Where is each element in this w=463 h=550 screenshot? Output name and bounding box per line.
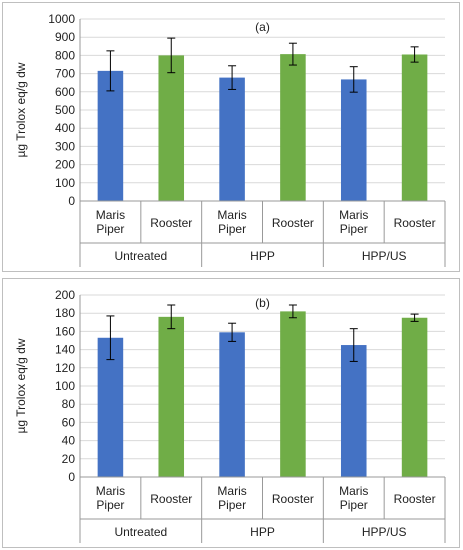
chart-b-category-label-line: Rooster bbox=[150, 492, 192, 506]
chart-a-ytick-label: 500 bbox=[55, 103, 75, 117]
chart-a-bar bbox=[97, 70, 124, 202]
chart-b-category-label-line: Maris bbox=[217, 484, 246, 498]
chart-a-svg: 0 100 200 300 400 500 600 700 800 900 1000 µg Trolo… bbox=[14, 12, 446, 267]
chart-a-ytick-label: 400 bbox=[55, 121, 75, 135]
chart-a-bar bbox=[158, 55, 185, 202]
chart-a-category-label-line: Piper bbox=[218, 222, 246, 236]
chart-a-category-label-line: Rooster bbox=[272, 216, 314, 230]
chart-a-bar bbox=[401, 54, 428, 201]
chart-a-category-label: Rooster bbox=[272, 216, 314, 230]
chart-a-bar bbox=[340, 79, 367, 201]
chart-b-ylabel: µg Trolox eq/g dw bbox=[14, 338, 28, 433]
chart-b-bar bbox=[401, 317, 428, 477]
chart-a-category-label: Rooster bbox=[150, 216, 192, 230]
chart-b-category-label: Rooster bbox=[394, 492, 436, 506]
chart-b-group-label: Untreated bbox=[114, 525, 167, 539]
chart-a-category-label-line: Piper bbox=[96, 222, 124, 236]
chart-b-ytick-label: 80 bbox=[62, 397, 76, 411]
chart-a-category-label-line: Piper bbox=[340, 222, 368, 236]
chart-b-ytick-label: 40 bbox=[62, 434, 76, 448]
chart-b-annotation: (b) bbox=[255, 296, 270, 310]
chart-a-bar bbox=[280, 54, 306, 201]
chart-b-category-label-line: Maris bbox=[96, 484, 125, 498]
chart-b-bar bbox=[158, 316, 185, 477]
chart-a-annotation: (a) bbox=[255, 20, 270, 34]
chart-a-category-label: Maris Piper bbox=[339, 208, 368, 236]
chart-a-ytick-label: 100 bbox=[55, 176, 75, 190]
chart-b-category-label-line: Piper bbox=[218, 498, 246, 512]
chart-a-group-label: Untreated bbox=[114, 249, 167, 263]
chart-b-bar bbox=[97, 337, 124, 477]
chart-a-bar bbox=[219, 77, 245, 201]
chart-b-category-label: Maris Piper bbox=[217, 484, 246, 512]
chart-a-ytick-label: 800 bbox=[55, 48, 75, 62]
chart-b-category-label: Rooster bbox=[272, 492, 314, 506]
chart-a-category-label: Maris Piper bbox=[96, 208, 125, 236]
chart-b-category-label: Maris Piper bbox=[339, 484, 368, 512]
chart-b-ytick-label: 0 bbox=[68, 470, 75, 484]
chart-a-group-label: HPP bbox=[250, 249, 275, 263]
chart-a-ytick-label: 900 bbox=[55, 30, 75, 44]
chart-a-group-label: HPP/US bbox=[362, 249, 407, 263]
chart-panel-a: 0 100 200 300 400 500 600 700 800 900 1000 µg Trolo… bbox=[2, 2, 460, 272]
chart-a-category-label-line: Maris bbox=[339, 208, 368, 222]
chart-b-ytick-label: 180 bbox=[55, 306, 75, 320]
chart-b-category-label-line: Piper bbox=[96, 498, 124, 512]
chart-b-ytick-label: 100 bbox=[55, 379, 75, 393]
chart-b-svg: 0 20 40 60 80 100 120 140 160 180 200 µg Trolox eq/… bbox=[14, 288, 446, 543]
chart-b-category-label: Rooster bbox=[150, 492, 192, 506]
chart-b-category-label-line: Rooster bbox=[272, 492, 314, 506]
chart-a-category-label-line: Rooster bbox=[394, 216, 436, 230]
chart-a-category-label: Maris Piper bbox=[217, 208, 246, 236]
chart-panel-b: 0 20 40 60 80 100 120 140 160 180 200 µg Trolox eq/… bbox=[2, 278, 460, 548]
chart-b-bar bbox=[340, 345, 367, 477]
chart-b-category-label: Maris Piper bbox=[96, 484, 125, 512]
chart-b-category-label-line: Piper bbox=[340, 498, 368, 512]
chart-b-category-label-line: Rooster bbox=[394, 492, 436, 506]
chart-b-bar bbox=[280, 311, 306, 477]
chart-b-ytick-label: 60 bbox=[62, 415, 76, 429]
chart-b-ytick-label: 160 bbox=[55, 324, 75, 338]
chart-b-group-label: HPP/US bbox=[362, 525, 407, 539]
chart-b-ytick-label: 200 bbox=[55, 288, 75, 302]
chart-a-category-label: Rooster bbox=[394, 216, 436, 230]
chart-a-ytick-label: 600 bbox=[55, 85, 75, 99]
chart-a-category-label-line: Rooster bbox=[150, 216, 192, 230]
chart-a-ytick-label: 300 bbox=[55, 139, 75, 153]
chart-a-ytick-label: 700 bbox=[55, 67, 75, 81]
chart-b-ytick-label: 20 bbox=[62, 452, 76, 466]
chart-b-bar bbox=[219, 332, 245, 477]
chart-b-ytick-label: 120 bbox=[55, 361, 75, 375]
chart-b-group-label: HPP bbox=[250, 525, 275, 539]
chart-a-ytick-label: 0 bbox=[68, 194, 75, 208]
chart-b-ytick-label: 140 bbox=[55, 343, 75, 357]
chart-a-category-label-line: Maris bbox=[217, 208, 246, 222]
chart-a-category-label-line: Maris bbox=[96, 208, 125, 222]
chart-a-ylabel: µg Trolox eq/g dw bbox=[14, 62, 28, 157]
chart-b-category-label-line: Maris bbox=[339, 484, 368, 498]
chart-a-ytick-label: 200 bbox=[55, 158, 75, 172]
chart-a-ytick-label: 1000 bbox=[48, 12, 75, 26]
